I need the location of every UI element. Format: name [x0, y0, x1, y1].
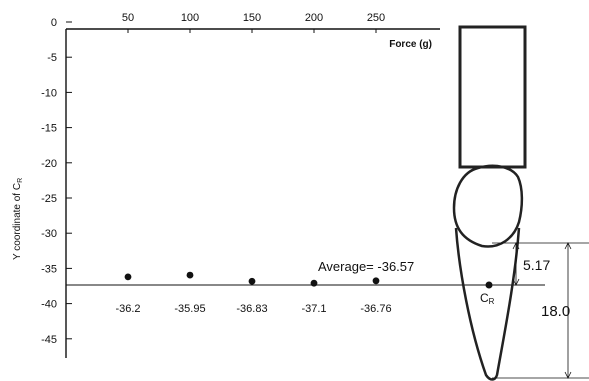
- x-tick-label: 200: [305, 12, 323, 24]
- y-tick-label: -40: [41, 299, 57, 311]
- data-point: [124, 273, 132, 281]
- tooth-diagram: CR 5.17 18.0: [452, 25, 589, 381]
- data-point: [186, 271, 194, 279]
- data-label: -35.95: [174, 303, 205, 315]
- y-tick-label: -20: [41, 158, 57, 170]
- y-tick-label: 0: [51, 17, 57, 29]
- y-axis-title-subscript: R: [17, 178, 24, 183]
- y-tick-label: -15: [41, 123, 57, 135]
- data-label: -36.83: [236, 303, 267, 315]
- x-axis-ticks: 50 100 150 200 250: [122, 12, 385, 33]
- y-axis-title-main: Y coordinate of C: [12, 183, 23, 260]
- y-tick-label: -10: [41, 87, 57, 99]
- center-of-resistance-point: [485, 281, 493, 289]
- data-point: [248, 277, 256, 285]
- x-tick-label: 150: [243, 12, 261, 24]
- center-of-resistance-label: CR: [480, 291, 495, 306]
- y-tick-label: -30: [41, 228, 57, 240]
- tooth-crown-outline: [452, 164, 524, 248]
- y-axis-title: Y coordinate of CR: [12, 178, 24, 260]
- data-label: -36.2: [115, 303, 140, 315]
- average-label: Average= -36.57: [318, 259, 414, 274]
- x-axis-title: Force (g): [389, 39, 432, 50]
- x-tick-label: 100: [181, 12, 199, 24]
- data-label: -36.76: [360, 303, 391, 315]
- y-tick-label: -35: [41, 263, 57, 275]
- bracket-rectangle: [458, 25, 527, 169]
- x-tick-label: 250: [367, 12, 385, 24]
- data-points: -36.2 -35.95 -36.83 -37.1 -36.76: [115, 271, 392, 315]
- y-axis-ticks: 0 -5 -10 -15 -20 -25 -30 -35 -40 -45: [41, 17, 72, 346]
- y-tick-label: -25: [41, 193, 57, 205]
- y-tick-label: -5: [47, 52, 57, 64]
- data-point: [310, 279, 318, 287]
- dimension-label-upper: 5.17: [523, 257, 550, 273]
- x-tick-label: 50: [122, 12, 134, 24]
- y-tick-label: -45: [41, 334, 57, 346]
- dimension-label-total: 18.0: [541, 303, 570, 320]
- tooth-root-outline: [454, 227, 521, 381]
- data-point: [372, 277, 380, 285]
- svg-text:Y coordinate of CR: Y coordinate of CR: [12, 178, 24, 260]
- dimension-arrowheads-upper: [512, 242, 520, 286]
- data-label: -37.1: [301, 303, 326, 315]
- dimension-arrowheads-total: [564, 242, 572, 379]
